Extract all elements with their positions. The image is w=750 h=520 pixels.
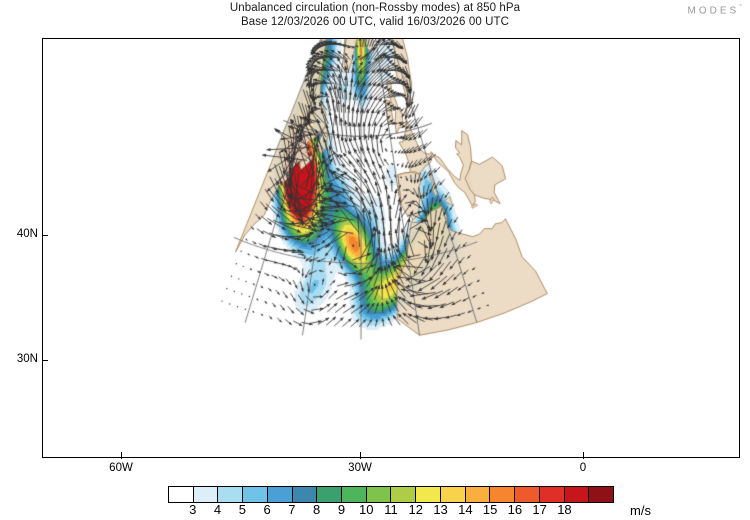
modes-logo-mark: ° xyxy=(739,4,742,11)
colorbar-tick-label: 5 xyxy=(238,502,246,517)
colorbar-tick-label: 3 xyxy=(189,502,197,517)
longitude-tick-label: 0 xyxy=(579,462,587,474)
latitude-tick-mark xyxy=(42,235,48,237)
colorbar-swatch xyxy=(440,487,466,502)
colorbar-swatch xyxy=(366,487,392,502)
colorbar-swatch xyxy=(218,487,244,502)
map-canvas xyxy=(43,39,739,457)
colorbar-swatch xyxy=(490,487,516,502)
colorbar-tick-label: 9 xyxy=(337,502,346,517)
colorbar-tick-label: 6 xyxy=(263,502,271,517)
colorbar-swatch xyxy=(416,487,441,502)
colorbar-tick-label: 13 xyxy=(433,502,448,517)
colorbar-swatch xyxy=(292,487,318,502)
colorbar: 3 4 5 6 7 8 9 10 11 12 13 14 15 16 17 18 m/s xyxy=(168,486,651,518)
colorbar-swatch xyxy=(243,487,268,502)
colorbar-swatch xyxy=(589,487,613,502)
colorbar-tick-label: 10 xyxy=(358,502,374,517)
colorbar-swatch xyxy=(564,487,590,502)
modes-logo-text: MODES xyxy=(687,5,740,17)
latitude-tick-mark xyxy=(42,360,48,362)
figure-title-block: Unbalanced circulation (non-Rossby modes… xyxy=(0,2,750,29)
colorbar-swatch xyxy=(317,487,343,502)
colorbar-tick-label: 4 xyxy=(213,502,222,517)
colorbar-swatch xyxy=(515,487,540,502)
longitude-tick-mark xyxy=(583,452,585,459)
latitude-tick-label: 30N xyxy=(16,353,38,365)
colorbar-swatch xyxy=(267,487,293,502)
colorbar-tick-label: 7 xyxy=(288,502,296,517)
colorbar-tick-label: 11 xyxy=(384,502,398,517)
colorbar-tick-label: 14 xyxy=(458,502,473,517)
longitude-tick-label: 30W xyxy=(348,462,372,474)
latitude-tick-label: 40N xyxy=(16,228,38,240)
colorbar-swatch xyxy=(465,487,491,502)
figure-title: Unbalanced circulation (non-Rossby modes… xyxy=(229,2,521,14)
colorbar-tick-label: 16 xyxy=(507,502,523,517)
map-plot-area xyxy=(42,38,740,458)
colorbar-swatches xyxy=(168,486,614,503)
longitude-tick-mark xyxy=(121,452,123,459)
colorbar-tick-label: 8 xyxy=(313,502,321,517)
colorbar-tick-label: 12 xyxy=(408,502,423,517)
colorbar-swatch xyxy=(169,487,194,502)
longitude-tick-label: 60W xyxy=(109,462,133,474)
colorbar-swatch xyxy=(193,487,219,502)
colorbar-swatch xyxy=(539,487,565,502)
colorbar-tick-label: 17 xyxy=(532,502,547,517)
colorbar-tick-labels: 3 4 5 6 7 8 9 10 11 12 13 14 15 16 17 18 xyxy=(168,502,614,520)
colorbar-units-label: m/s xyxy=(630,503,651,518)
modes-logo: MODES° xyxy=(688,4,742,16)
colorbar-swatch xyxy=(391,487,417,502)
colorbar-tick-label: 18 xyxy=(557,502,572,517)
longitude-tick-mark xyxy=(360,452,362,459)
colorbar-tick-label: 15 xyxy=(482,502,498,517)
colorbar-swatch xyxy=(342,487,367,502)
figure-subtitle: Base 12/03/2026 00 UTC, valid 16/03/2026… xyxy=(240,15,510,28)
